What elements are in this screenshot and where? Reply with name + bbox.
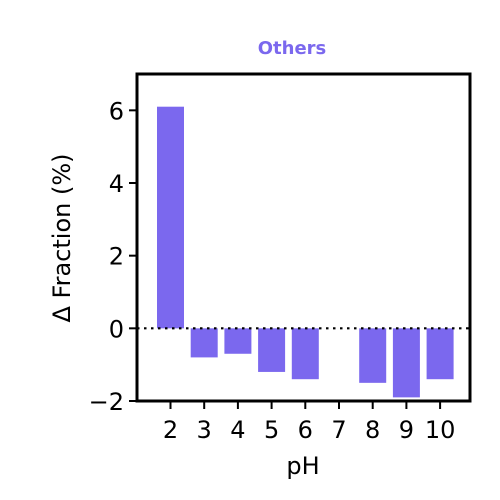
y-tick-label: 6 (109, 97, 124, 125)
bars-group (157, 106, 454, 398)
x-tick-label: 7 (331, 416, 346, 444)
plot-frame (135, 72, 472, 403)
y-tick-label: −2 (89, 388, 124, 416)
bar-ph-9 (392, 328, 420, 398)
chart-title: Others (258, 38, 327, 59)
y-tick-label: 2 (109, 243, 124, 271)
bar-ph-2 (157, 106, 184, 329)
x-tick-label: 6 (298, 416, 313, 444)
x-axis-ticks: 2 3 4 5 6 7 8 9 10 (163, 401, 456, 444)
x-tick-label: 4 (230, 416, 245, 444)
y-tick-label: 0 (109, 315, 124, 343)
bar-ph-5 (258, 328, 286, 372)
bar-ph-3 (190, 328, 218, 358)
x-tick-label: 8 (365, 416, 380, 444)
bar-ph-6 (291, 328, 319, 380)
x-tick-label: 2 (163, 416, 178, 444)
bar-ph-4 (224, 328, 252, 354)
x-tick-label: 5 (264, 416, 279, 444)
x-axis-label: pH (286, 452, 319, 480)
y-tick-label: 4 (109, 170, 124, 198)
x-tick-label: 9 (399, 416, 414, 444)
bar-ph-8 (359, 328, 387, 383)
bar-ph-10 (426, 328, 454, 380)
x-tick-label: 3 (197, 416, 212, 444)
y-axis-ticks: −2 0 2 4 6 (89, 97, 137, 416)
y-axis-label: Δ Fraction (%) (48, 153, 76, 322)
x-tick-label: 10 (425, 416, 456, 444)
